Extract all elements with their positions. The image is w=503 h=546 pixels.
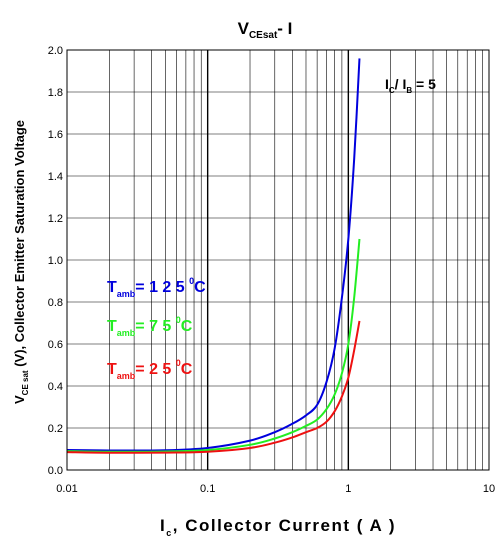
y-tick-label: 1.6 (48, 129, 63, 141)
y-tick-label: 0.2 (48, 423, 63, 435)
grid (67, 49, 489, 471)
series-label-25: Tamb= 2 5 0C (107, 358, 193, 381)
y-tick-label: 0.4 (48, 381, 63, 393)
chart-title: VCEsat- I (238, 19, 293, 41)
x-axis-label: Ic, Collector Current ( A ) (160, 516, 396, 538)
y-tick-label: 1.0 (48, 255, 63, 267)
ratio-annotation: IC/ IB = 5 (385, 76, 436, 95)
series-line-25 (66, 320, 361, 454)
y-tick-label: 2.0 (48, 45, 63, 57)
x-tick-label: 0.1 (200, 483, 215, 495)
y-tick-label: 0.8 (48, 297, 63, 309)
y-tick-label: 1.8 (48, 87, 63, 99)
y-tick-label: 0.0 (48, 465, 63, 477)
series-label-75: Tamb= 7 5 0C (107, 315, 193, 338)
series-label-125: Tamb= 1 2 5 0C (107, 276, 206, 299)
plot-frame (66, 49, 490, 471)
x-tick-label: 10 (483, 483, 495, 495)
series-line-125 (66, 58, 361, 452)
tick-labels: 0.0 0.2 0.4 0.6 0.8 1.0 1.2 1.4 1.6 1.8 2.0 0.01 0.1… (48, 45, 495, 495)
x-tick-label: 1 (345, 483, 351, 495)
series-line-75 (66, 238, 361, 453)
x-tick-label: 0.01 (56, 483, 77, 495)
y-tick-label: 0.6 (48, 339, 63, 351)
y-axis-label: VCE sat (V), Collector Emitter Saturatio… (12, 120, 30, 404)
y-tick-label: 1.4 (48, 171, 63, 183)
y-tick-label: 1.2 (48, 213, 63, 225)
series-lines (66, 58, 361, 454)
